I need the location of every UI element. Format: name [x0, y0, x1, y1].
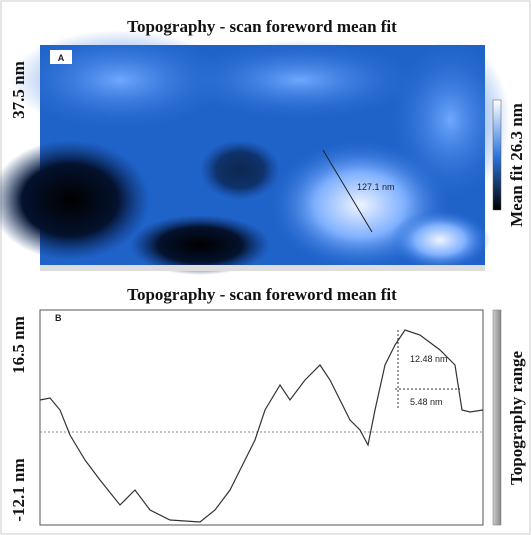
letter-b: B	[55, 313, 62, 323]
range-bar	[492, 309, 502, 526]
measurement: 127.1 nm	[357, 182, 395, 192]
height-annotation: 12.48 nm	[410, 354, 448, 364]
afm-image	[0, 30, 510, 275]
letter-a: A	[58, 53, 65, 63]
lower-label-b: -12.1 nm	[9, 458, 28, 521]
title-a: Topography - scan foreword mean fit	[127, 17, 397, 36]
width-annotation: 5.48 nm	[410, 397, 443, 407]
left-label-a: 37.5 nm	[9, 61, 28, 119]
title-b: Topography - scan foreword mean fit	[127, 285, 397, 304]
upper-label-b: 16.5 nm	[9, 316, 28, 374]
right-label-a: Mean fit 26.3 nm	[507, 103, 526, 227]
profile-plot	[39, 309, 484, 526]
right-label-b: Topography range	[507, 351, 526, 485]
colorbar	[492, 99, 502, 211]
